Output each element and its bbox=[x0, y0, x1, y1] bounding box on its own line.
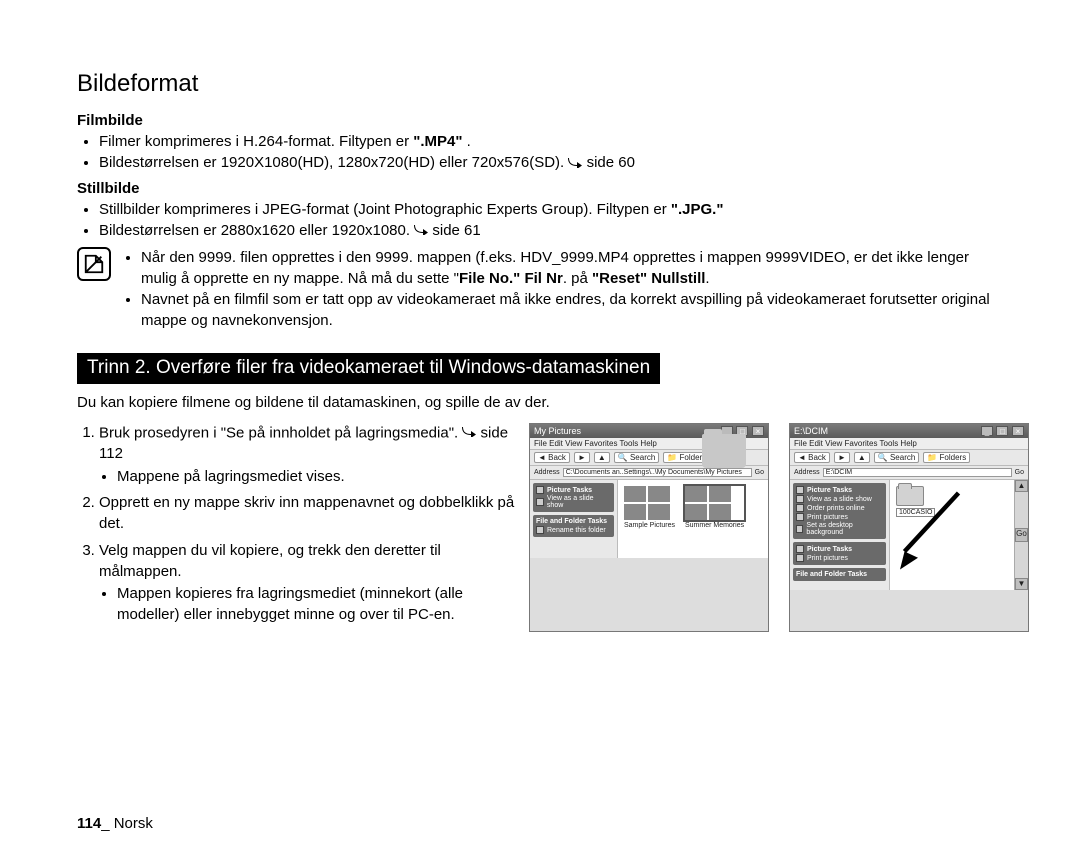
steps-list: Bruk prosedyren i "Se på innholdet på la… bbox=[77, 423, 517, 626]
footer-sep: _ bbox=[101, 815, 114, 832]
stillbilde-b1a: Stillbilder komprimeres i JPEG-format (J… bbox=[99, 201, 671, 218]
note1-e: . bbox=[705, 270, 709, 287]
page-ref-arrow-icon bbox=[568, 153, 582, 174]
forward-button[interactable]: ► bbox=[574, 452, 590, 463]
minimize-button[interactable]: _ bbox=[981, 426, 993, 436]
forward-button[interactable]: ► bbox=[834, 452, 850, 463]
explorer-window-dcim: E:\DCIM _ □ × File Edit View Favorites T… bbox=[789, 423, 1029, 632]
go-button-side[interactable]: Go bbox=[1015, 528, 1028, 542]
up-button[interactable]: ▲ bbox=[854, 452, 870, 463]
folder-summer-memories[interactable]: Summer Memories bbox=[685, 486, 744, 529]
filmbilde-b1b: ".MP4" bbox=[413, 133, 462, 150]
stillbilde-list: Stillbilder komprimeres i JPEG-format (J… bbox=[77, 199, 1003, 242]
stillbilde-heading: Stillbilde bbox=[77, 180, 1003, 197]
step2: Opprett en ny mappe skriv inn mappenavne… bbox=[99, 493, 517, 534]
step3-sub: Mappen kopieres fra lagringsmediet (minn… bbox=[117, 584, 517, 625]
page-ref-arrow-icon bbox=[414, 220, 428, 241]
note1-d: "Reset" Nullstill bbox=[592, 270, 705, 287]
folder-sample-pictures[interactable]: Sample Pictures bbox=[624, 486, 675, 529]
scrollbar[interactable]: ▲ Go ▼ bbox=[1014, 480, 1028, 590]
maximize-button[interactable]: □ bbox=[996, 426, 1008, 436]
win2-title: E:\DCIM bbox=[794, 426, 828, 436]
search-button[interactable]: 🔍 Search bbox=[614, 452, 660, 463]
folders-button[interactable]: 📁 Folders bbox=[923, 452, 970, 463]
back-button[interactable]: ◄ Back bbox=[534, 452, 570, 463]
close-button[interactable]: × bbox=[1012, 426, 1024, 436]
picture-tasks-panel[interactable]: Picture Tasks View as a slide show Order… bbox=[793, 483, 886, 539]
intro-text: Du kan kopiere filmene og bildene til da… bbox=[77, 392, 1003, 413]
file-folder-tasks-panel[interactable]: File and Folder Tasks Rename this folder bbox=[533, 515, 614, 537]
addr-field[interactable]: C:\Documents an..Settings\..\My Document… bbox=[563, 468, 752, 477]
section-title: Bildeformat bbox=[77, 70, 1003, 98]
stillbilde-b1b: ".JPG." bbox=[671, 201, 724, 218]
note-list: Når den 9999. filen opprettes i den 9999… bbox=[121, 247, 1003, 331]
up-button[interactable]: ▲ bbox=[594, 452, 610, 463]
scroll-up-button[interactable]: ▲ bbox=[1015, 480, 1028, 492]
scroll-down-button[interactable]: ▼ bbox=[1015, 578, 1028, 590]
note-icon bbox=[77, 247, 111, 281]
note1-c: . på bbox=[563, 270, 592, 287]
folder-100casio-icon[interactable] bbox=[896, 486, 924, 506]
go-button[interactable]: Go bbox=[1015, 469, 1024, 476]
filmbilde-b2b: side 60 bbox=[587, 154, 635, 171]
filmbilde-b1c: . bbox=[467, 133, 471, 150]
filmbilde-b1a: Filmer komprimeres i H.264-format. Filty… bbox=[99, 133, 413, 150]
stillbilde-b2a: Bildestørrelsen er 2880x1620 eller 1920x… bbox=[99, 222, 414, 239]
step1-sub: Mappene på lagringsmediet vises. bbox=[117, 467, 517, 488]
picture-tasks-panel[interactable]: Picture Tasks View as a slide show bbox=[533, 483, 614, 512]
filmbilde-list: Filmer komprimeres i H.264-format. Filty… bbox=[77, 131, 1003, 174]
back-button[interactable]: ◄ Back bbox=[794, 452, 830, 463]
filmbilde-heading: Filmbilde bbox=[77, 112, 1003, 129]
addr-field[interactable]: E:\DCIM bbox=[823, 468, 1012, 477]
step1-a: Bruk prosedyren i "Se på innholdet på la… bbox=[99, 424, 462, 441]
stillbilde-b2b: side 61 bbox=[432, 222, 480, 239]
footer-lang: Norsk bbox=[114, 815, 153, 832]
page-footer: 114_ Norsk bbox=[77, 815, 153, 832]
step-header: Trinn 2. Overføre filer fra videokamerae… bbox=[77, 353, 660, 384]
search-button[interactable]: 🔍 Search bbox=[874, 452, 920, 463]
page-ref-arrow-icon bbox=[462, 423, 476, 444]
filmbilde-b2a: Bildestørrelsen er 1920X1080(HD), 1280x7… bbox=[99, 154, 568, 171]
win2-menu[interactable]: File Edit View Favorites Tools Help bbox=[790, 438, 1028, 450]
step3: Velg mappen du vil kopiere, og trekk den… bbox=[99, 542, 441, 580]
target-folder-icon[interactable] bbox=[702, 434, 746, 468]
win1-title: My Pictures bbox=[534, 426, 581, 436]
close-button[interactable]: × bbox=[752, 426, 764, 436]
go-button[interactable]: Go bbox=[755, 469, 764, 476]
addr-label: Address bbox=[534, 469, 560, 476]
folder-100casio-label: 100CASIO bbox=[896, 508, 935, 517]
note2: Navnet på en filmfil som er tatt opp av … bbox=[141, 289, 1003, 331]
page-number: 114 bbox=[77, 815, 101, 832]
note1-b: File No." Fil Nr bbox=[459, 270, 563, 287]
file-folder-tasks-panel[interactable]: File and Folder Tasks bbox=[793, 568, 886, 581]
addr-label: Address bbox=[794, 469, 820, 476]
picture-tasks-panel-2[interactable]: Picture Tasks Print pictures bbox=[793, 542, 886, 565]
explorer-window-mypictures: My Pictures _ □ × File Edit View Favorit… bbox=[529, 423, 769, 632]
